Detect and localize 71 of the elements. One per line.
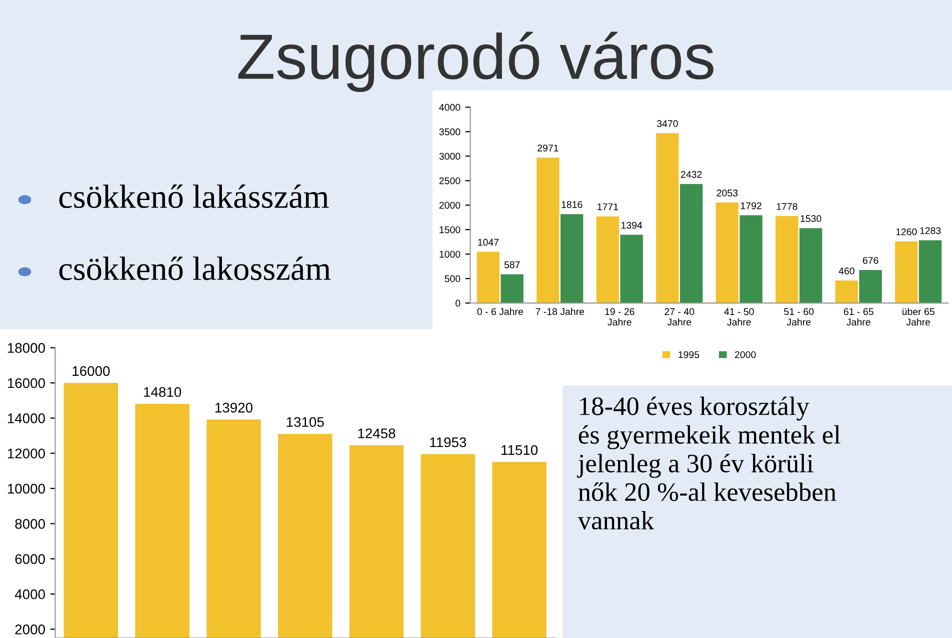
y-tick-label: 3500 xyxy=(439,128,460,136)
data-label: 11510 xyxy=(502,445,538,455)
y-tick-label: 18000 xyxy=(8,343,45,353)
bar xyxy=(918,240,942,304)
x-tick-label: 19 - 26 Jahre xyxy=(605,308,634,326)
data-label: 1394 xyxy=(622,222,642,229)
x-tick-label: 0 - 6 Jahre xyxy=(477,308,523,316)
data-label: 460 xyxy=(838,268,854,274)
y-tick-label: 4000 xyxy=(439,104,460,111)
legend-label: 1995 xyxy=(678,351,700,358)
data-label: 13920 xyxy=(215,402,252,413)
bar xyxy=(596,216,620,304)
bar xyxy=(500,274,524,304)
y-tick-label: 14000 xyxy=(8,413,45,424)
bar xyxy=(799,228,822,304)
bar xyxy=(620,234,643,304)
y-tick-label: 2000 xyxy=(15,624,45,634)
y-tick-label: 4000 xyxy=(14,589,45,600)
data-label: 3470 xyxy=(656,120,678,128)
bar xyxy=(740,215,762,304)
x-tick-label: 51 - 60 Jahre xyxy=(784,308,814,326)
bar xyxy=(560,214,584,304)
bar xyxy=(859,270,882,304)
data-label: 16000 xyxy=(72,366,110,376)
y-tick-label: 2000 xyxy=(439,202,460,209)
data-label: 1260 xyxy=(896,228,917,236)
data-label: 11953 xyxy=(430,437,466,448)
data-label: 1530 xyxy=(800,215,822,222)
data-label: 2971 xyxy=(538,144,558,152)
data-label: 1792 xyxy=(740,202,762,210)
data-label: 1283 xyxy=(920,227,941,234)
text: csökkenő lakosszám xyxy=(59,256,331,280)
data-label: 587 xyxy=(504,261,520,268)
x-tick-label: 41 - 50 Jahre xyxy=(724,308,754,326)
x-tick-label: 27 - 40 Jahre xyxy=(664,308,694,326)
text: 18-40 éves korosztály és gyermekeik mentek el jelenleg a 30 év körüli nők 20 %-al kevesebben vannak xyxy=(577,396,840,530)
data-label: 676 xyxy=(862,256,878,264)
y-tick-label: 12000 xyxy=(8,448,45,458)
bar xyxy=(536,158,560,304)
y-tick-label: 500 xyxy=(444,275,460,282)
text: Zsugorodó város xyxy=(238,32,714,92)
data-label: 2432 xyxy=(680,170,702,178)
y-tick-label: 8000 xyxy=(15,518,45,529)
x-tick-label: 7 -18 Jahre xyxy=(536,308,584,316)
data-label: 1047 xyxy=(478,238,499,246)
y-tick-label: 16000 xyxy=(8,378,45,388)
x-tick-label: über 65 Jahre xyxy=(902,308,934,326)
y-tick-label: 2500 xyxy=(439,177,460,184)
data-label: 1778 xyxy=(776,203,798,210)
data-label: 13105 xyxy=(286,417,324,427)
x-tick-label: 61 - 65 Jahre xyxy=(844,308,874,326)
y-tick-label: 1000 xyxy=(440,250,460,258)
bar xyxy=(476,252,500,304)
y-tick-label: 0 xyxy=(456,300,460,307)
y-tick-label: 10000 xyxy=(8,484,45,494)
text: csökkenő lakásszám xyxy=(59,184,329,208)
y-tick-label: 1500 xyxy=(440,226,460,234)
data-label: 12458 xyxy=(358,428,396,438)
bar xyxy=(680,184,703,304)
bar xyxy=(895,241,918,304)
data-label: 1771 xyxy=(598,203,618,210)
bar xyxy=(656,133,679,304)
bar xyxy=(716,202,739,304)
bar xyxy=(776,216,798,304)
data-label: 2053 xyxy=(716,190,738,196)
bar xyxy=(835,280,858,304)
y-tick-label: 6000 xyxy=(15,554,45,564)
data-label: 1816 xyxy=(562,201,582,208)
data-label: 14810 xyxy=(144,387,182,397)
legend-label: 2000 xyxy=(735,351,756,358)
y-tick-label: 3000 xyxy=(439,152,460,160)
